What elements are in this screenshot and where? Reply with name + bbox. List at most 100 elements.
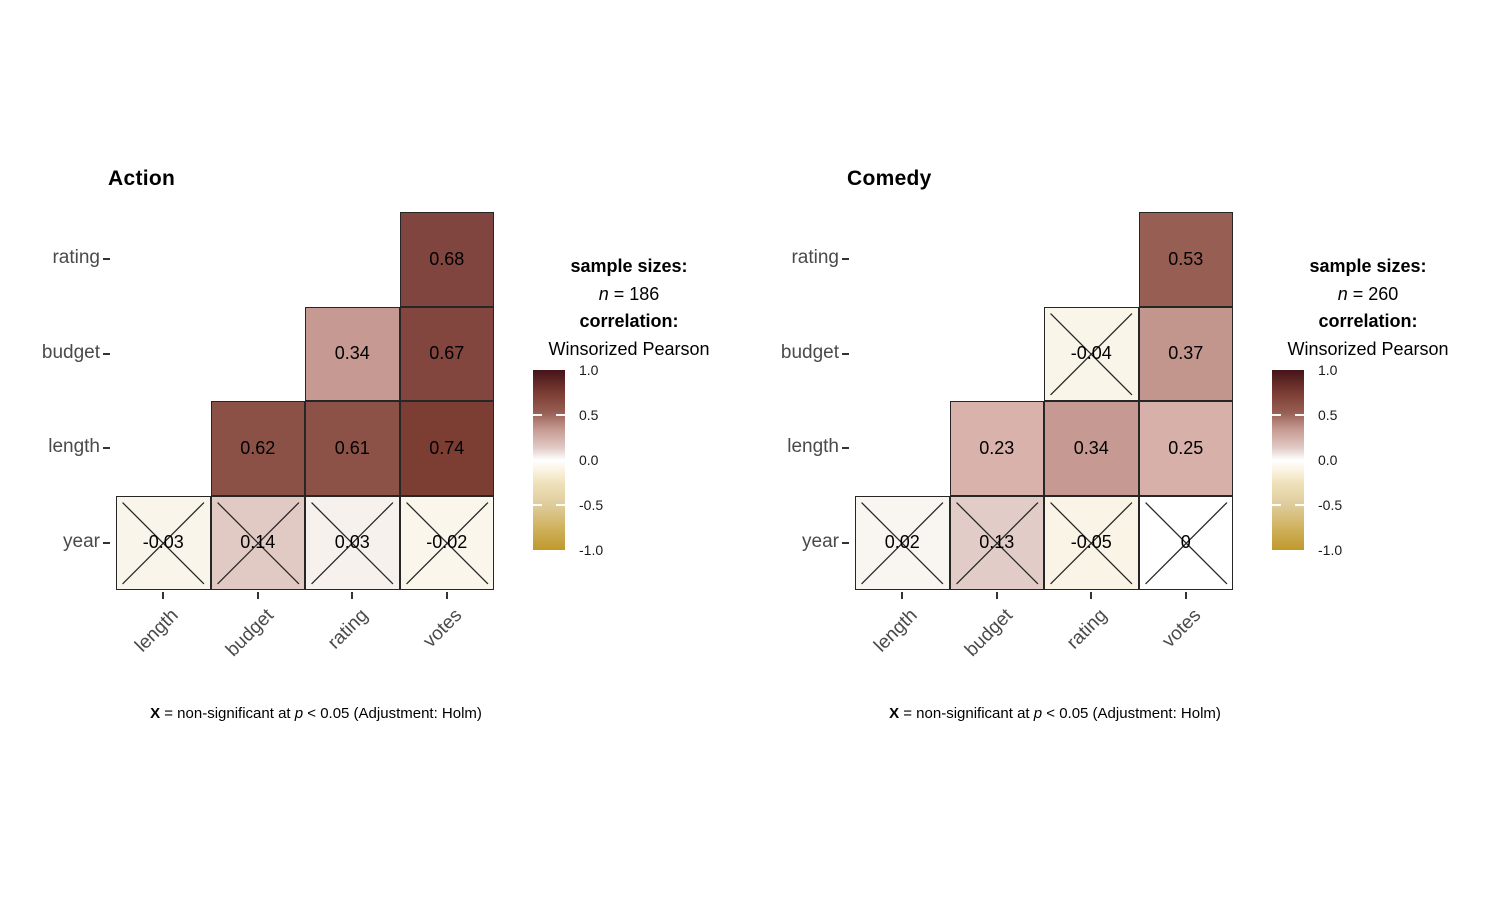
y-axis-tick xyxy=(842,541,849,544)
non-significant-x-mark xyxy=(212,497,305,590)
corr-cell-year-rating: 0.03 xyxy=(305,495,400,590)
non-significant-x-mark xyxy=(306,497,399,590)
caption-mid: = non-significant at xyxy=(899,705,1034,722)
colorbar-tick-label: 0.5 xyxy=(579,407,599,423)
corr-value: 0.34 xyxy=(334,343,370,364)
legend-block: sample sizes: n = 186 correlation: Winso… xyxy=(503,253,755,363)
plot-action: Action rating budget length year length budge… xyxy=(41,167,755,722)
colorbar-tick-label: 1.0 xyxy=(1318,362,1338,378)
colorbar-tick-mark xyxy=(556,504,565,506)
y-axis-tick xyxy=(842,352,849,355)
colorbar-tick-mark xyxy=(1272,414,1281,416)
non-significant-x-mark xyxy=(117,497,210,590)
colorbar-tick-label: -1.0 xyxy=(579,542,604,558)
caption-p-symbol: p xyxy=(1033,705,1043,722)
x-axis-tick xyxy=(351,592,354,599)
corr-cell-budget-votes: 0.37 xyxy=(1138,306,1233,401)
legend-sample-sizes-label: sample sizes: xyxy=(1309,256,1427,276)
colorbar-tick-mark xyxy=(533,414,542,416)
corr-value: 0.34 xyxy=(1073,437,1109,458)
corr-value: -0.03 xyxy=(142,532,184,553)
colorbar-tick-mark xyxy=(1272,504,1281,506)
corr-value: 0.13 xyxy=(979,532,1015,553)
heatmap-panel: rating budget length year length budget rating… xyxy=(41,212,494,661)
corr-cell-year-votes: -0.02 xyxy=(399,495,494,590)
x-axis-tick xyxy=(445,592,448,599)
non-significant-x-mark xyxy=(1140,497,1233,590)
colorbar-tick-mark xyxy=(1295,504,1304,506)
corr-value: 0 xyxy=(1180,532,1191,553)
caption-tail: < 0.05 (Adjustment: Holm) xyxy=(303,705,482,722)
legend-sample-size-value: n = 260 xyxy=(1242,281,1494,309)
colorbar-tick-mark xyxy=(1295,414,1304,416)
plot-comedy: Comedy rating budget length year length budge… xyxy=(739,0,1500,900)
legend-block: sample sizes: n = 260 correlation: Winso… xyxy=(1242,253,1494,363)
legend-sample-size-value: n = 186 xyxy=(503,281,755,309)
corr-value: -0.05 xyxy=(1070,532,1112,553)
corr-cell-length-votes: 0.74 xyxy=(399,401,494,496)
caption-x-symbol: X xyxy=(150,705,161,722)
colorbar-tick-label: 0.0 xyxy=(579,452,599,468)
colorbar-tick-mark xyxy=(556,414,565,416)
corr-value: 0.62 xyxy=(240,437,276,458)
legend-correlation-label: correlation: xyxy=(1318,311,1418,331)
x-axis-label-rating: rating xyxy=(323,605,373,654)
corr-cell-length-rating: 0.34 xyxy=(1044,401,1139,496)
y-axis-label-budget: budget xyxy=(780,341,839,363)
corr-value: 0.25 xyxy=(1168,437,1204,458)
non-significant-x-mark xyxy=(401,497,494,590)
corr-cell-year-length: -0.03 xyxy=(116,495,211,590)
x-axis-label-votes: votes xyxy=(1158,605,1206,652)
corr-value: 0.53 xyxy=(1168,248,1204,269)
corr-cell-budget-rating: 0.34 xyxy=(305,306,400,401)
corr-value: -0.02 xyxy=(426,532,468,553)
colorbar xyxy=(1272,370,1304,550)
caption-mid: = non-significant at xyxy=(160,705,295,722)
non-significant-x-mark xyxy=(856,497,949,590)
corr-value: 0.68 xyxy=(429,248,465,269)
colorbar-tick-mark xyxy=(533,504,542,506)
legend-correlation-label: correlation: xyxy=(579,311,679,331)
corr-cell-rating-votes: 0.53 xyxy=(1138,212,1233,307)
corr-cell-length-rating: 0.61 xyxy=(305,401,400,496)
legend-method-label: Winsorized Pearson xyxy=(1287,338,1449,359)
corr-cell-length-budget: 0.23 xyxy=(949,401,1044,496)
x-axis-tick xyxy=(995,592,998,599)
caption: X = non-significant at p < 0.05 (Adjustm… xyxy=(116,705,516,722)
n-symbol: n xyxy=(598,283,609,304)
non-significant-x-mark xyxy=(1045,497,1138,590)
corr-value: -0.04 xyxy=(1070,343,1112,364)
corr-cell-budget-votes: 0.67 xyxy=(399,306,494,401)
corr-value: 0.74 xyxy=(429,437,465,458)
corr-cell-year-rating: -0.05 xyxy=(1044,495,1139,590)
corr-value: 0.37 xyxy=(1168,343,1204,364)
colorbar-tick-label: 0.0 xyxy=(1318,452,1338,468)
x-axis-label-rating: rating xyxy=(1062,605,1112,654)
x-axis-label-length: length xyxy=(870,605,923,657)
colorbar-tick-label: -1.0 xyxy=(1318,542,1343,558)
non-significant-x-mark xyxy=(951,497,1044,590)
non-significant-x-mark xyxy=(1045,308,1138,401)
x-axis-label-votes: votes xyxy=(419,605,467,652)
n-symbol: n xyxy=(1337,283,1348,304)
colorbar-tick-label: 1.0 xyxy=(579,362,599,378)
y-axis-label-rating: rating xyxy=(52,247,100,269)
y-axis-label-budget: budget xyxy=(41,341,100,363)
colorbar-tick-label: 0.5 xyxy=(1318,407,1338,423)
colorbar-tick-label: -0.5 xyxy=(579,497,604,513)
y-axis-label-length: length xyxy=(787,436,839,458)
x-axis-tick xyxy=(1090,592,1093,599)
y-axis-label-length: length xyxy=(48,436,100,458)
corr-cell-budget-rating: -0.04 xyxy=(1044,306,1139,401)
n-value: = 186 xyxy=(608,283,660,304)
corr-value: 0.67 xyxy=(429,343,465,364)
corr-value: 0.23 xyxy=(979,437,1015,458)
caption-x-symbol: X xyxy=(889,705,900,722)
caption: X = non-significant at p < 0.05 (Adjustm… xyxy=(855,705,1255,722)
colorbar-tick-label: -0.5 xyxy=(1318,497,1343,513)
x-axis-tick xyxy=(256,592,259,599)
y-axis-tick xyxy=(103,352,110,355)
x-axis-label-length: length xyxy=(131,605,184,657)
x-axis-tick xyxy=(901,592,904,599)
